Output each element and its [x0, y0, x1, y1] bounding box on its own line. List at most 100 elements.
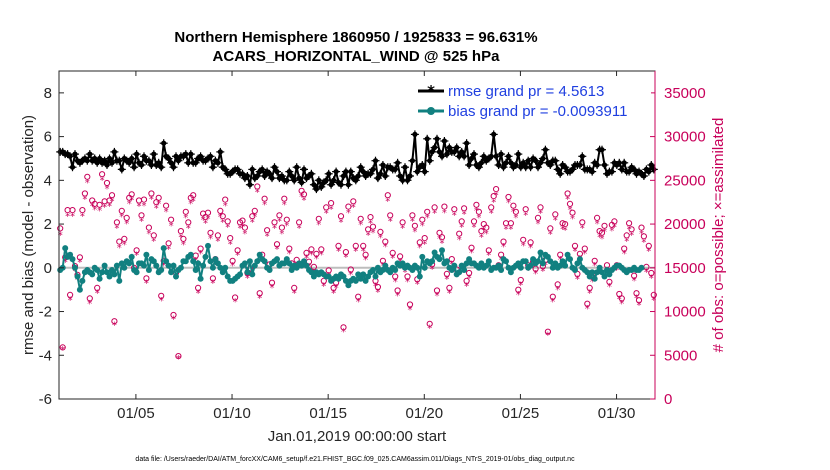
bias-point	[126, 260, 133, 267]
obs-possible-point	[227, 235, 234, 242]
obs-possible-point	[121, 235, 128, 242]
rmse-point	[647, 161, 656, 169]
obs-possible-point	[79, 207, 86, 214]
obs-possible-point	[69, 207, 76, 214]
bias-point	[409, 267, 416, 273]
obs-assimilated-point: *	[472, 223, 477, 234]
bias-point	[456, 269, 463, 276]
rmse-point	[300, 165, 308, 174]
obs-possible-point	[59, 344, 66, 351]
rmse-point	[607, 167, 616, 176]
bias-point	[421, 264, 428, 271]
obs-possible-point	[182, 208, 189, 215]
rmse-point	[327, 180, 336, 189]
bias-point	[101, 262, 108, 269]
rmse-point	[258, 165, 267, 174]
obs-possible-point	[591, 257, 598, 264]
obs-possible-point	[628, 226, 635, 233]
obs-possible-point	[369, 223, 377, 230]
obs-assimilated-point: *	[400, 224, 405, 235]
rmse-point	[117, 165, 126, 174]
bias-point	[340, 273, 347, 280]
obs-assimilated-point: *	[516, 290, 521, 301]
obs-possible-point	[598, 229, 606, 236]
obs-possible-point	[534, 214, 542, 221]
obs-assimilated-point: *	[149, 195, 154, 206]
obs-possible-point	[404, 273, 411, 280]
bias-point	[190, 258, 197, 265]
obs-assimilated-point: *	[166, 245, 171, 256]
obs-assimilated-point: *	[196, 288, 201, 299]
obs-possible-point	[384, 192, 391, 199]
bias-point	[106, 273, 113, 280]
obs-assimilated-point: *	[467, 273, 472, 284]
obs-assimilated-point: *	[90, 202, 95, 213]
obs-assimilated-point: *	[637, 301, 642, 312]
obs-possible-point	[379, 257, 386, 264]
legend-bias-label: bias grand pr = -0.0093911	[448, 103, 627, 120]
obs-assimilated-point: *	[363, 255, 368, 266]
obs-assimilated-point: *	[597, 232, 602, 243]
obs-possible-point	[507, 220, 514, 227]
bias-point	[638, 264, 645, 271]
obs-assimilated-point: *	[427, 323, 432, 334]
obs-assimilated-point: *	[481, 225, 486, 236]
rmse-point	[68, 163, 77, 172]
rmse-point	[369, 165, 377, 174]
bias-point	[572, 267, 578, 273]
obs-possible-point	[180, 235, 187, 242]
bias-point	[392, 267, 399, 273]
obs-possible-point	[466, 269, 473, 277]
obs-possible-point	[633, 290, 640, 297]
obs-assimilated-point: *	[619, 299, 624, 310]
obs-assimilated-point: *	[220, 217, 225, 228]
bias-point	[113, 262, 120, 269]
obs-assimilated-point: *	[85, 178, 90, 189]
obs-possible-point	[399, 219, 406, 226]
bias-point	[443, 258, 450, 265]
obs-possible-point	[163, 202, 170, 209]
obs-assimilated-point: *	[358, 220, 363, 231]
rmse-point	[285, 167, 294, 176]
rmse-point	[504, 152, 513, 161]
obs-possible-point	[645, 242, 652, 249]
y-tick-label: -6	[39, 391, 52, 408]
obs-assimilated-point: *	[646, 246, 651, 257]
obs-possible-point	[111, 318, 118, 325]
rmse-point	[366, 169, 375, 178]
obs-assimilated-point: *	[73, 266, 78, 277]
obs-possible-point	[318, 246, 325, 253]
obs-possible-point	[328, 200, 335, 207]
obs-assimilated-point: *	[58, 231, 63, 242]
rmse-point	[639, 172, 648, 180]
obs-possible-point	[621, 245, 628, 252]
rmse-point	[354, 172, 363, 180]
right-tick-label: 10000	[664, 304, 706, 321]
obs-assimilated-point: *	[644, 267, 649, 278]
obs-possible-point	[103, 179, 111, 187]
rmse-point	[568, 165, 577, 174]
obs-assimilated-point: *	[346, 208, 351, 219]
obs-possible-point	[150, 232, 157, 239]
obs-possible-point	[362, 251, 369, 258]
rmse-point	[157, 163, 166, 172]
rmse-point	[551, 156, 560, 165]
obs-possible-point	[640, 233, 648, 240]
obs-assimilated-point: *	[225, 223, 230, 234]
rmse-point	[445, 143, 454, 152]
bias-point	[195, 260, 202, 267]
rmse-point	[164, 154, 173, 163]
obs-possible-point	[219, 213, 226, 220]
rmse-point	[575, 161, 584, 169]
rmse-point	[620, 158, 629, 167]
rmse-point	[167, 158, 176, 167]
rmse-point	[499, 163, 508, 172]
obs-possible-point	[118, 207, 125, 214]
rmse-point	[462, 139, 471, 148]
right-tick-label: 15000	[664, 260, 706, 277]
bias-point	[89, 271, 96, 278]
obs-possible-point	[512, 208, 520, 215]
bias-point	[288, 267, 295, 273]
bias-point	[564, 251, 571, 258]
obs-possible-point	[544, 328, 552, 335]
